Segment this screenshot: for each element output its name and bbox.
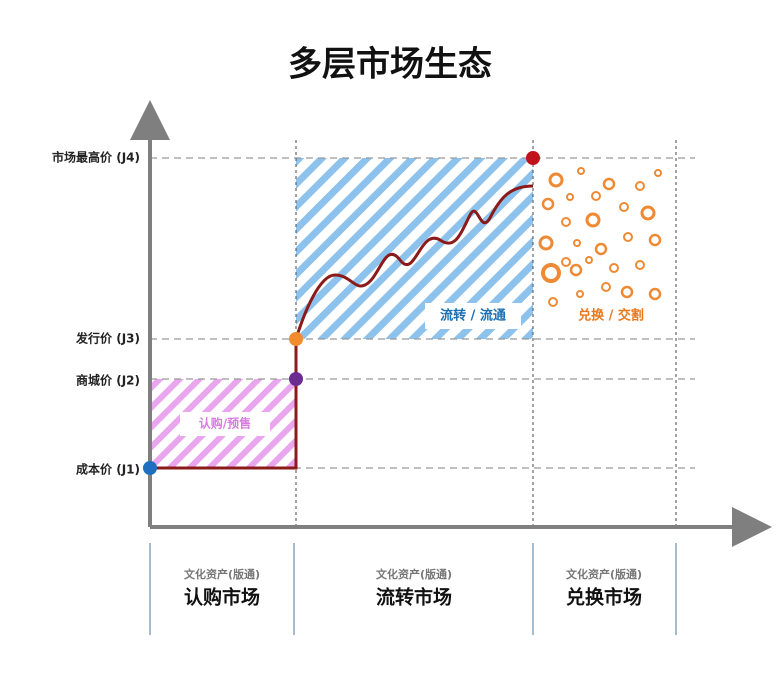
price-line bbox=[150, 184, 534, 470]
exchange-rings bbox=[538, 167, 662, 307]
point-j3 bbox=[289, 332, 303, 346]
market-sections: 文化资产(版通) 认购市场 文化资产(版通) 流转市场 文化资产(版通) 兑换市… bbox=[149, 543, 677, 635]
market-name: 兑换市场 bbox=[566, 586, 642, 609]
ring bbox=[635, 181, 645, 191]
ring bbox=[648, 287, 662, 301]
ring bbox=[591, 191, 601, 201]
ring bbox=[635, 260, 645, 270]
ring bbox=[548, 172, 564, 188]
region-label: 流转 / 流通 bbox=[440, 308, 506, 324]
ring bbox=[620, 285, 634, 299]
ring bbox=[601, 282, 611, 292]
point-j1 bbox=[143, 461, 157, 475]
ring bbox=[585, 256, 593, 264]
ring bbox=[640, 205, 656, 221]
level-label: 商城价 (J2) bbox=[76, 373, 140, 388]
ring bbox=[569, 263, 583, 277]
region-label: 认购/预售 bbox=[199, 416, 251, 431]
ring bbox=[548, 297, 558, 307]
ring bbox=[561, 257, 571, 267]
ring bbox=[577, 167, 585, 175]
market-name: 流转市场 bbox=[376, 586, 452, 609]
ring bbox=[602, 177, 616, 191]
region-label: 兑换 / 交割 bbox=[578, 308, 644, 324]
ring bbox=[573, 239, 581, 247]
label-box bbox=[180, 412, 270, 436]
ring bbox=[541, 263, 561, 283]
title: 多层市场生态 bbox=[288, 45, 492, 85]
ring bbox=[619, 202, 629, 212]
market-caption: 文化资产(版通) bbox=[376, 567, 452, 581]
level-label: 成本价 (J1) bbox=[76, 462, 140, 477]
ring bbox=[541, 197, 555, 211]
ring bbox=[609, 263, 619, 273]
ring bbox=[623, 232, 633, 242]
ring bbox=[585, 212, 601, 228]
ring bbox=[566, 193, 574, 201]
ring bbox=[594, 242, 608, 256]
ring bbox=[561, 217, 571, 227]
ring bbox=[654, 169, 662, 177]
label-box bbox=[425, 303, 521, 329]
market-caption: 文化资产(版通) bbox=[566, 567, 642, 581]
level-label: 市场最高价 (J4) bbox=[52, 150, 140, 165]
label-box bbox=[566, 303, 656, 329]
ring bbox=[576, 290, 584, 298]
market-name: 认购市场 bbox=[184, 586, 260, 609]
ring bbox=[648, 233, 662, 247]
ring bbox=[538, 235, 554, 251]
market-caption: 文化资产(版通) bbox=[184, 567, 260, 581]
point-j4 bbox=[526, 151, 540, 165]
level-label: 发行价 (J3) bbox=[75, 331, 140, 346]
point-j2 bbox=[289, 372, 303, 386]
